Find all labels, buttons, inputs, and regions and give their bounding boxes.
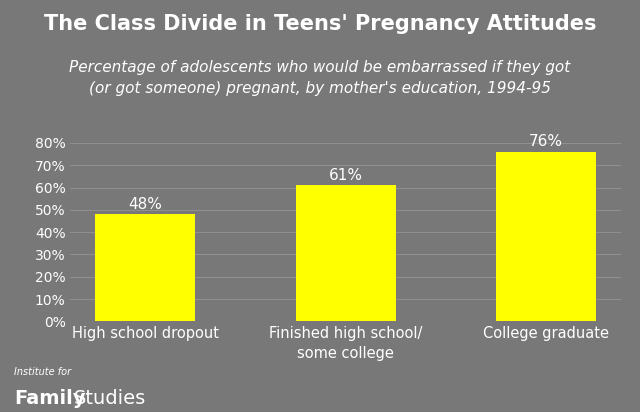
Bar: [95, 214, 195, 321]
Text: The Class Divide in Teens' Pregnancy Attitudes: The Class Divide in Teens' Pregnancy Att…: [44, 14, 596, 35]
Text: 61%: 61%: [328, 168, 363, 183]
Text: Percentage of adolescents who would be embarrassed if they got
(or got someone) : Percentage of adolescents who would be e…: [69, 60, 571, 96]
Text: 48%: 48%: [129, 197, 163, 212]
Bar: [496, 152, 596, 321]
Text: Studies: Studies: [74, 389, 146, 408]
Text: Institute for: Institute for: [14, 367, 71, 377]
Text: 76%: 76%: [529, 134, 563, 149]
Bar: [296, 185, 396, 321]
Text: Family: Family: [14, 389, 86, 408]
